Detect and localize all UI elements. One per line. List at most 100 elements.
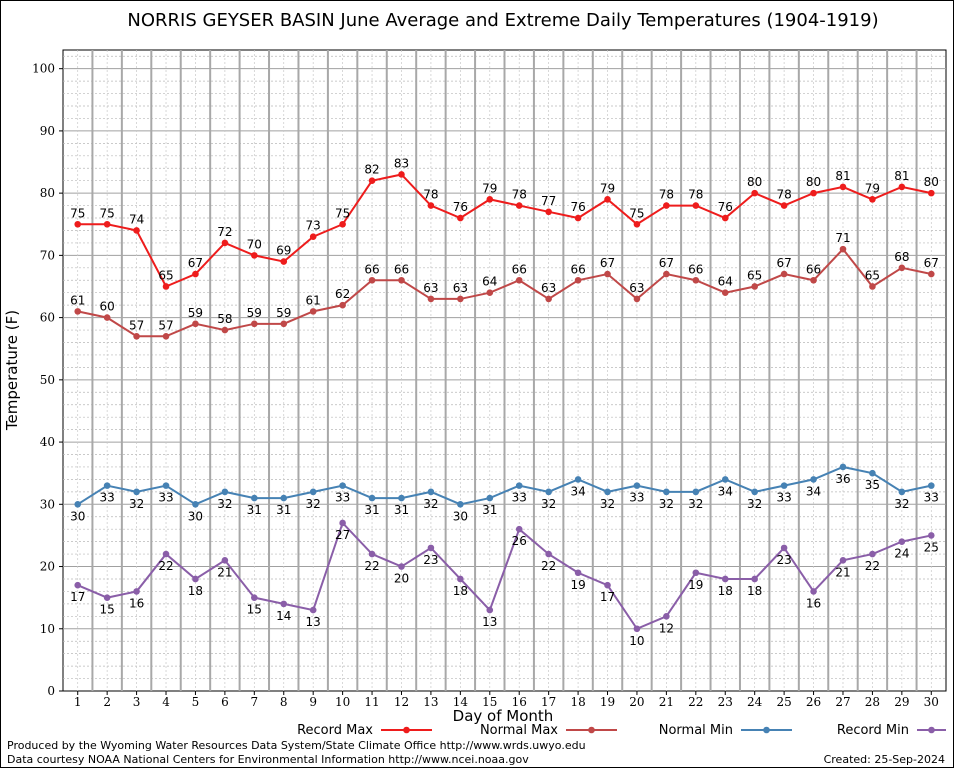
data-point bbox=[663, 488, 670, 496]
data-label: 33 bbox=[512, 491, 527, 505]
x-tick-label: 10 bbox=[335, 695, 350, 709]
data-label: 25 bbox=[924, 540, 939, 554]
data-point bbox=[280, 494, 288, 502]
data-point bbox=[74, 581, 82, 589]
data-label: 76 bbox=[718, 200, 733, 214]
data-point bbox=[280, 320, 288, 328]
data-label: 66 bbox=[688, 262, 703, 276]
data-point bbox=[898, 183, 906, 191]
data-label: 59 bbox=[188, 306, 203, 320]
data-point bbox=[927, 270, 935, 278]
data-point bbox=[839, 183, 847, 191]
y-axis-label: Temperature (F) bbox=[3, 310, 21, 431]
data-label: 32 bbox=[894, 497, 909, 511]
data-point bbox=[486, 289, 494, 297]
data-point bbox=[221, 488, 229, 496]
data-point bbox=[368, 276, 376, 284]
data-label: 22 bbox=[364, 559, 379, 573]
y-tick-label: 60 bbox=[40, 311, 55, 325]
data-label: 17 bbox=[70, 590, 85, 604]
data-label: 63 bbox=[453, 281, 468, 295]
data-label: 31 bbox=[394, 503, 409, 517]
data-label: 24 bbox=[894, 547, 909, 561]
data-point bbox=[192, 501, 199, 508]
data-point bbox=[839, 463, 847, 471]
data-point bbox=[515, 276, 523, 284]
data-point bbox=[339, 301, 346, 309]
grid bbox=[63, 50, 946, 691]
y-tick-label: 30 bbox=[40, 497, 55, 511]
data-point bbox=[221, 557, 229, 564]
series-layer: 75 75 74 65 67 72 70 69 73 75 82 83 78 76 79 78 77 76 79 75… bbox=[70, 156, 939, 647]
data-point bbox=[633, 220, 641, 228]
data-point bbox=[192, 270, 199, 278]
data-label: 22 bbox=[158, 559, 173, 573]
data-point bbox=[339, 482, 346, 489]
x-tick-label: 13 bbox=[423, 695, 438, 709]
data-label: 77 bbox=[541, 194, 556, 208]
legend-label: Record Max bbox=[297, 723, 373, 738]
footer-created: Created: 25-Sep-2024 bbox=[824, 753, 945, 766]
data-label: 32 bbox=[306, 497, 321, 511]
data-label: 21 bbox=[217, 565, 232, 579]
data-point bbox=[309, 233, 317, 240]
data-point bbox=[839, 557, 847, 564]
series-record-max: 75 75 74 65 67 72 70 69 73 75 82 83 78 76 79 78 77 76 79 75… bbox=[70, 156, 939, 290]
data-label: 32 bbox=[747, 497, 762, 511]
x-tick-label: 27 bbox=[835, 695, 850, 709]
data-label: 21 bbox=[835, 565, 850, 579]
data-point bbox=[751, 575, 758, 583]
data-point bbox=[486, 606, 494, 614]
series-normal-min: 30 33 32 33 30 32 31 31 32 33 31 31 32 30 31 33 32 34 32 33… bbox=[70, 463, 939, 523]
y-tick-label: 90 bbox=[40, 124, 55, 138]
data-label: 13 bbox=[482, 615, 497, 629]
data-point bbox=[74, 308, 82, 315]
data-label: 80 bbox=[924, 175, 939, 189]
data-point bbox=[309, 308, 317, 315]
data-point bbox=[751, 189, 758, 197]
data-point bbox=[486, 494, 494, 502]
data-label: 22 bbox=[865, 559, 880, 573]
data-label: 34 bbox=[806, 484, 821, 498]
legend-label: Normal Min bbox=[659, 723, 733, 738]
data-point bbox=[663, 613, 670, 620]
data-point bbox=[221, 239, 229, 247]
data-label: 18 bbox=[453, 584, 468, 598]
x-tick-label: 8 bbox=[280, 695, 288, 709]
data-point bbox=[663, 202, 670, 209]
data-point bbox=[898, 488, 906, 496]
data-point bbox=[251, 320, 258, 328]
x-tick-label: 19 bbox=[600, 695, 615, 709]
x-tick-label: 26 bbox=[806, 695, 821, 709]
data-label: 17 bbox=[600, 590, 615, 604]
y-tick-label: 20 bbox=[40, 560, 55, 574]
data-point bbox=[221, 326, 229, 334]
data-point bbox=[721, 289, 729, 297]
data-label: 63 bbox=[423, 281, 438, 295]
data-point bbox=[457, 214, 464, 222]
data-point bbox=[721, 575, 729, 583]
data-point bbox=[133, 588, 140, 595]
x-tick-label: 29 bbox=[894, 695, 909, 709]
footer-courtesy: Data courtesy NOAA National Centers for … bbox=[7, 753, 529, 766]
data-point bbox=[692, 202, 700, 209]
data-point bbox=[927, 532, 935, 539]
data-label: 61 bbox=[306, 293, 321, 307]
data-label: 60 bbox=[100, 300, 115, 314]
data-label: 10 bbox=[629, 634, 644, 648]
data-point bbox=[398, 494, 405, 502]
data-point bbox=[545, 208, 552, 216]
series-line bbox=[77, 247, 932, 338]
data-label: 78 bbox=[776, 188, 791, 202]
data-label: 30 bbox=[188, 509, 203, 523]
legend-swatch-marker bbox=[763, 726, 770, 734]
data-point bbox=[751, 283, 758, 290]
data-label: 67 bbox=[924, 256, 939, 270]
data-label: 30 bbox=[453, 509, 468, 523]
data-point bbox=[633, 625, 641, 633]
data-point bbox=[162, 550, 170, 558]
data-label: 18 bbox=[718, 584, 733, 598]
data-label: 63 bbox=[541, 281, 556, 295]
data-label: 34 bbox=[570, 484, 585, 498]
data-label: 65 bbox=[865, 268, 880, 282]
